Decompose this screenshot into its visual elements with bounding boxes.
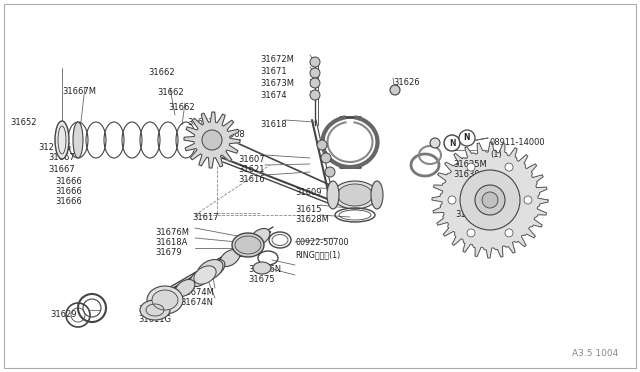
Ellipse shape: [175, 279, 195, 296]
Ellipse shape: [140, 300, 170, 320]
Text: 31609: 31609: [295, 188, 321, 197]
Polygon shape: [184, 112, 240, 168]
Text: 31625M: 31625M: [453, 160, 487, 169]
Ellipse shape: [235, 236, 261, 254]
Text: 08911-14000: 08911-14000: [490, 138, 546, 147]
Text: 31511M: 31511M: [455, 210, 488, 219]
Text: 31676M: 31676M: [155, 228, 189, 237]
Text: 31666: 31666: [55, 197, 82, 206]
Circle shape: [310, 90, 320, 100]
Ellipse shape: [160, 289, 180, 307]
Text: 31617: 31617: [192, 213, 219, 222]
Text: 31615: 31615: [295, 205, 321, 214]
Ellipse shape: [253, 262, 271, 274]
Circle shape: [310, 78, 320, 88]
Text: 31666: 31666: [55, 177, 82, 186]
Ellipse shape: [333, 181, 378, 209]
Circle shape: [448, 196, 456, 204]
Ellipse shape: [73, 122, 83, 158]
Ellipse shape: [205, 260, 225, 276]
Text: 31674M: 31674M: [180, 288, 214, 297]
Text: 31671: 31671: [260, 67, 287, 76]
Text: 31628M: 31628M: [295, 215, 329, 224]
Text: 31666: 31666: [55, 187, 82, 196]
Circle shape: [459, 130, 475, 146]
Text: 31626: 31626: [393, 78, 420, 87]
Ellipse shape: [190, 269, 210, 286]
Circle shape: [505, 229, 513, 237]
Ellipse shape: [194, 266, 216, 284]
Polygon shape: [432, 142, 548, 258]
Text: 31273G: 31273G: [38, 143, 71, 152]
Text: 31630: 31630: [453, 170, 479, 179]
Circle shape: [317, 140, 327, 150]
Ellipse shape: [250, 228, 270, 246]
Text: A3.5 1004: A3.5 1004: [572, 349, 618, 358]
Text: 31618A: 31618A: [155, 238, 188, 247]
Circle shape: [390, 85, 400, 95]
Circle shape: [467, 163, 475, 171]
Text: 31662: 31662: [157, 88, 184, 97]
Circle shape: [460, 170, 520, 230]
Circle shape: [475, 185, 505, 215]
Circle shape: [321, 153, 331, 163]
Text: RINGリング(1): RINGリング(1): [295, 250, 340, 259]
Ellipse shape: [152, 290, 178, 310]
Text: 31629: 31629: [50, 310, 77, 319]
Ellipse shape: [327, 181, 339, 209]
Ellipse shape: [55, 121, 69, 159]
Ellipse shape: [220, 250, 240, 266]
Circle shape: [202, 130, 222, 150]
Text: 31618: 31618: [260, 120, 287, 129]
Text: 31662: 31662: [187, 118, 214, 127]
Ellipse shape: [235, 240, 255, 257]
Ellipse shape: [371, 181, 383, 209]
Text: N: N: [449, 138, 455, 148]
Text: 31607: 31607: [238, 155, 264, 164]
Text: 31672M: 31672M: [260, 55, 294, 64]
Text: 31611G: 31611G: [138, 315, 171, 324]
Text: (1): (1): [490, 150, 502, 159]
Ellipse shape: [197, 260, 223, 280]
Circle shape: [505, 163, 513, 171]
Text: 00922-50700: 00922-50700: [295, 238, 349, 247]
Text: 31667: 31667: [48, 165, 75, 174]
Text: 31621: 31621: [238, 165, 264, 174]
Circle shape: [482, 192, 498, 208]
Circle shape: [467, 229, 475, 237]
Text: 31662: 31662: [148, 68, 175, 77]
Circle shape: [444, 135, 460, 151]
Ellipse shape: [232, 233, 264, 257]
Text: 31668: 31668: [218, 130, 244, 139]
Text: 31675: 31675: [248, 275, 275, 284]
Text: 31667: 31667: [48, 153, 75, 162]
Text: 31673M: 31673M: [260, 79, 294, 88]
Ellipse shape: [337, 184, 372, 206]
Circle shape: [524, 196, 532, 204]
Text: N: N: [464, 134, 470, 142]
Circle shape: [325, 167, 335, 177]
Text: 31611: 31611: [138, 305, 164, 314]
Circle shape: [310, 68, 320, 78]
Text: 31667M: 31667M: [62, 87, 96, 96]
Ellipse shape: [147, 286, 183, 314]
Text: 31674N: 31674N: [180, 298, 213, 307]
Text: 31676N: 31676N: [248, 265, 281, 274]
Text: 31616: 31616: [238, 175, 264, 184]
Text: 31679: 31679: [155, 248, 182, 257]
Circle shape: [310, 57, 320, 67]
Text: 31652: 31652: [10, 118, 36, 127]
Circle shape: [430, 138, 440, 148]
Text: 31674: 31674: [260, 91, 287, 100]
Text: 31662: 31662: [168, 103, 195, 112]
